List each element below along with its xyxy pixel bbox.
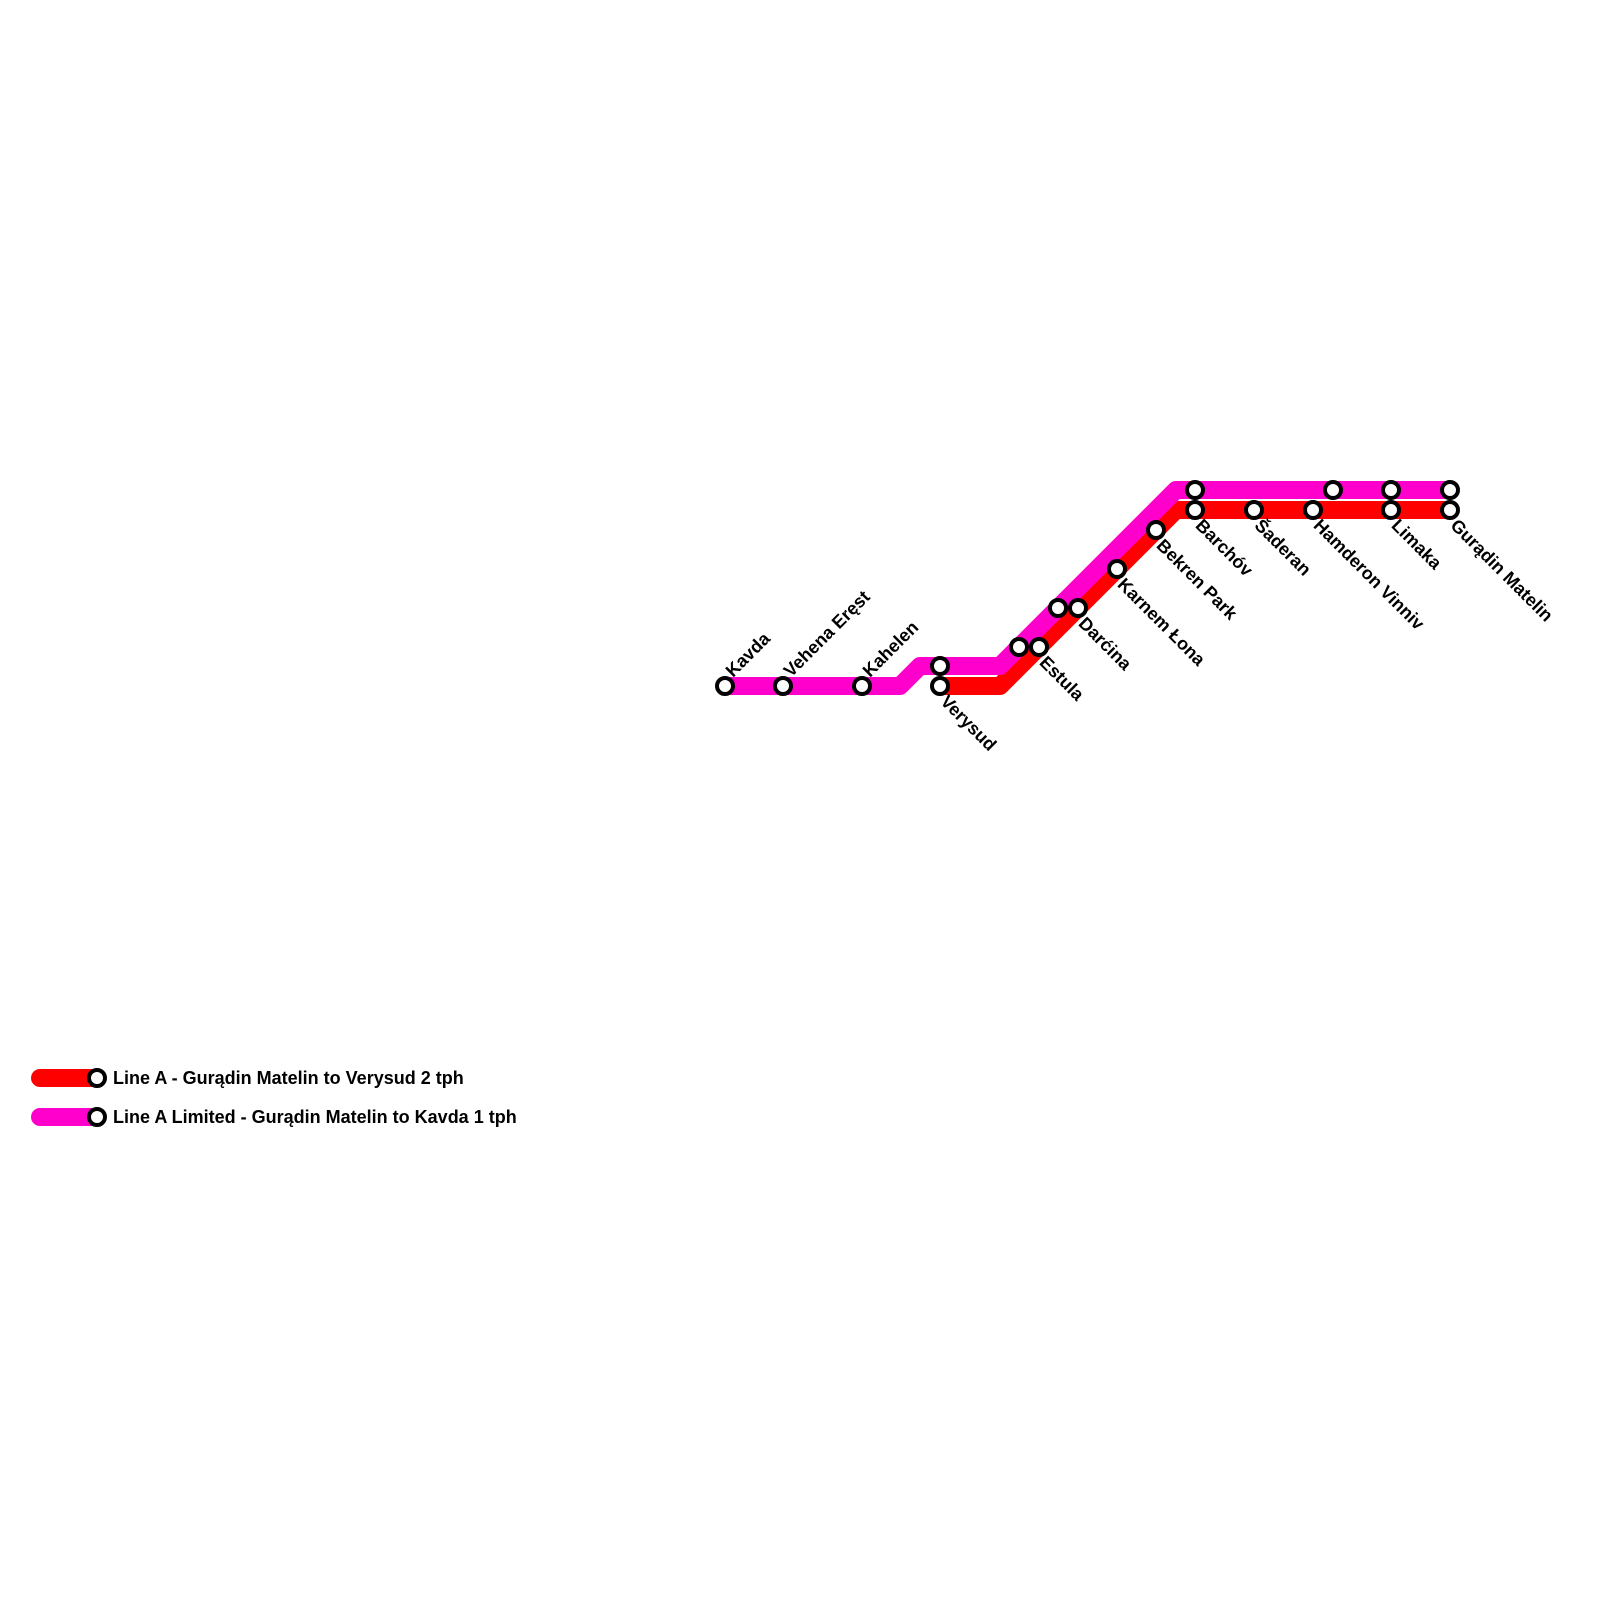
station-label: Verysud — [937, 691, 1001, 755]
legend-label: Line A Limited - Gurądin Matelin to Kavd… — [113, 1107, 517, 1127]
station-stop — [930, 676, 950, 696]
legend-stop — [87, 1068, 107, 1088]
station-stop — [1029, 637, 1049, 657]
station-stop — [1381, 500, 1401, 520]
station-stop — [1146, 520, 1166, 540]
station-stop — [1107, 559, 1127, 579]
station-stop — [1244, 500, 1264, 520]
legend-label: Line A - Gurądin Matelin to Verysud 2 tp… — [113, 1068, 464, 1088]
station-label: Šaderan — [1251, 514, 1316, 579]
station-stop — [1323, 480, 1343, 500]
station-label: Gurądin Matelin — [1447, 515, 1557, 625]
station-label: Estula — [1036, 652, 1089, 705]
station-stop — [1440, 480, 1460, 500]
station-label: Kavda — [722, 628, 775, 681]
station-stop — [773, 676, 793, 696]
legend-stop — [87, 1107, 107, 1127]
line-a-limited-route — [716, 481, 1459, 695]
station-stop — [1009, 637, 1029, 657]
station-stop — [1068, 598, 1088, 618]
station-label: Darćina — [1075, 613, 1137, 675]
station-stop — [1048, 598, 1068, 618]
station-stop — [1381, 480, 1401, 500]
station-stop — [1185, 500, 1205, 520]
station-stop — [930, 656, 950, 676]
station-stop — [1185, 480, 1205, 500]
station-stop — [715, 676, 735, 696]
station-label: Limaka — [1388, 515, 1447, 574]
station-stop — [852, 676, 872, 696]
station-stop — [1440, 500, 1460, 520]
station-stop — [1303, 500, 1323, 520]
